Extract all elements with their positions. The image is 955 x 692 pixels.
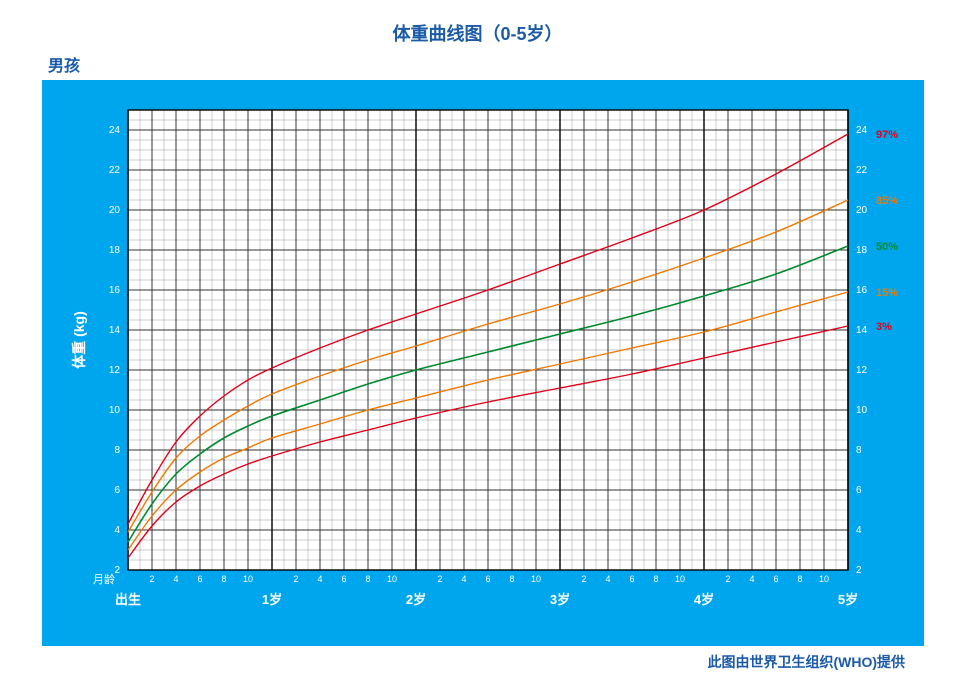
- svg-text:2: 2: [437, 574, 442, 584]
- chart-frame: 2244668810101212141416161818202022222424…: [42, 80, 924, 646]
- svg-text:15%: 15%: [876, 287, 898, 299]
- svg-text:6: 6: [485, 574, 490, 584]
- chart-subtitle: 男孩: [48, 52, 935, 76]
- svg-text:2: 2: [149, 574, 154, 584]
- svg-text:10: 10: [856, 405, 868, 416]
- svg-text:22: 22: [856, 165, 868, 176]
- svg-text:2: 2: [114, 565, 120, 576]
- svg-text:20: 20: [856, 205, 868, 216]
- svg-text:4: 4: [749, 574, 754, 584]
- svg-text:18: 18: [109, 245, 121, 256]
- svg-text:8: 8: [797, 574, 802, 584]
- svg-text:12: 12: [856, 365, 868, 376]
- svg-text:6: 6: [629, 574, 634, 584]
- svg-text:10: 10: [675, 574, 685, 584]
- svg-text:出生: 出生: [115, 592, 141, 607]
- svg-text:6: 6: [197, 574, 202, 584]
- svg-text:8: 8: [509, 574, 514, 584]
- svg-text:22: 22: [109, 165, 121, 176]
- chart-credit: 此图由世界卫生组织(WHO)提供: [20, 652, 905, 672]
- svg-text:12: 12: [109, 365, 121, 376]
- svg-text:85%: 85%: [876, 195, 898, 207]
- svg-text:2: 2: [581, 574, 586, 584]
- svg-text:4: 4: [856, 525, 862, 536]
- svg-text:1岁: 1岁: [262, 592, 282, 607]
- svg-text:6: 6: [773, 574, 778, 584]
- svg-text:5岁: 5岁: [838, 592, 858, 607]
- svg-text:97%: 97%: [876, 129, 898, 141]
- svg-text:3%: 3%: [876, 321, 892, 333]
- svg-text:14: 14: [856, 325, 868, 336]
- chart-title: 体重曲线图（0-5岁）: [20, 20, 935, 46]
- svg-text:6: 6: [341, 574, 346, 584]
- svg-text:2岁: 2岁: [406, 592, 426, 607]
- svg-text:8: 8: [856, 445, 862, 456]
- svg-text:16: 16: [856, 285, 868, 296]
- svg-text:8: 8: [221, 574, 226, 584]
- svg-text:4: 4: [317, 574, 322, 584]
- svg-text:体重 (kg): 体重 (kg): [71, 311, 87, 369]
- svg-text:4: 4: [114, 525, 120, 536]
- svg-text:2: 2: [725, 574, 730, 584]
- svg-text:8: 8: [114, 445, 120, 456]
- svg-text:14: 14: [109, 325, 121, 336]
- growth-chart-svg: 2244668810101212141416161818202022222424…: [58, 100, 908, 630]
- svg-text:3岁: 3岁: [550, 592, 570, 607]
- svg-text:4: 4: [605, 574, 610, 584]
- svg-text:8: 8: [365, 574, 370, 584]
- svg-text:4岁: 4岁: [694, 592, 714, 607]
- svg-text:10: 10: [243, 574, 253, 584]
- svg-text:4: 4: [173, 574, 178, 584]
- svg-text:24: 24: [109, 125, 121, 136]
- svg-text:6: 6: [856, 485, 862, 496]
- svg-text:10: 10: [387, 574, 397, 584]
- svg-text:10: 10: [109, 405, 121, 416]
- svg-text:8: 8: [653, 574, 658, 584]
- svg-text:16: 16: [109, 285, 121, 296]
- svg-text:2: 2: [856, 565, 862, 576]
- svg-text:4: 4: [461, 574, 466, 584]
- svg-text:24: 24: [856, 125, 868, 136]
- svg-text:月龄: 月龄: [93, 572, 115, 586]
- svg-text:10: 10: [819, 574, 829, 584]
- svg-text:18: 18: [856, 245, 868, 256]
- svg-text:2: 2: [293, 574, 298, 584]
- svg-text:10: 10: [531, 574, 541, 584]
- svg-text:20: 20: [109, 205, 121, 216]
- svg-text:50%: 50%: [876, 241, 898, 253]
- svg-text:6: 6: [114, 485, 120, 496]
